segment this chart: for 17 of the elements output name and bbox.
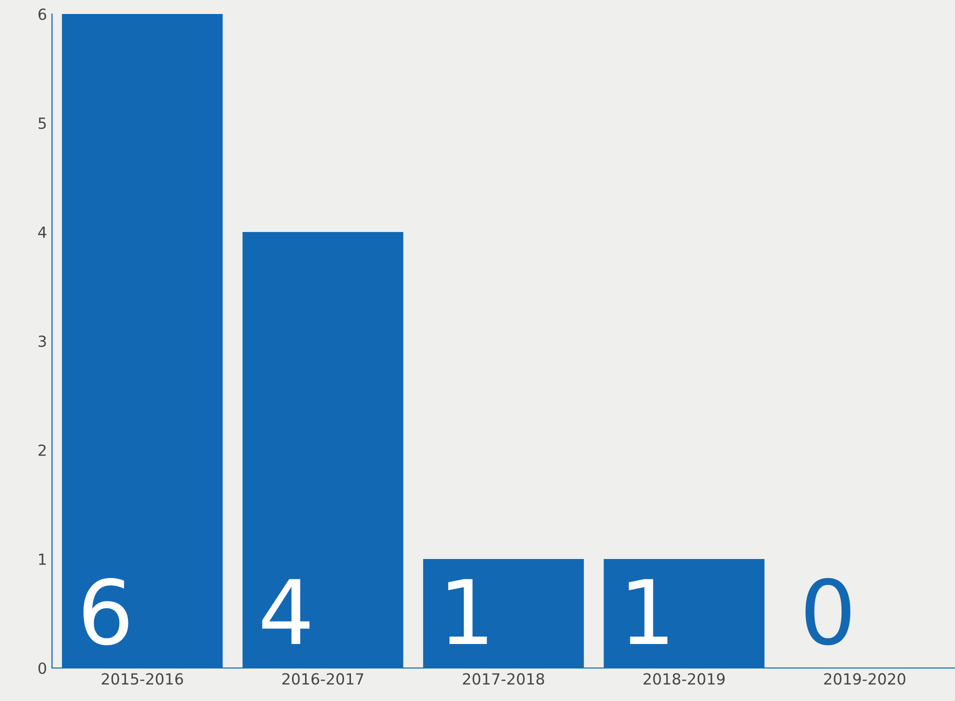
data-label: 6 — [83, 578, 128, 646]
x-tick-label: 2015-2016 — [102, 673, 183, 685]
data-label: 1 — [448, 579, 487, 644]
y-tick-label: 3 — [38, 335, 46, 348]
y-tick-label: 1 — [39, 554, 46, 565]
y-tick-label: 2 — [38, 444, 46, 456]
y-tick-label: 4 — [38, 226, 46, 238]
x-tick-label: 2018-2019 — [644, 673, 725, 685]
x-tick-label: 2019-2020 — [824, 673, 906, 685]
x-tick-label: 2016-2017 — [282, 673, 364, 685]
data-label: 0 — [806, 578, 850, 646]
data-label: 1 — [628, 579, 668, 644]
x-tick-label: 2017-2018 — [462, 673, 544, 685]
y-tick-label: 5 — [38, 118, 46, 130]
y-tick-label: 6 — [38, 8, 46, 20]
data-label: 4 — [262, 579, 310, 644]
y-tick-label: 0 — [38, 662, 46, 674]
